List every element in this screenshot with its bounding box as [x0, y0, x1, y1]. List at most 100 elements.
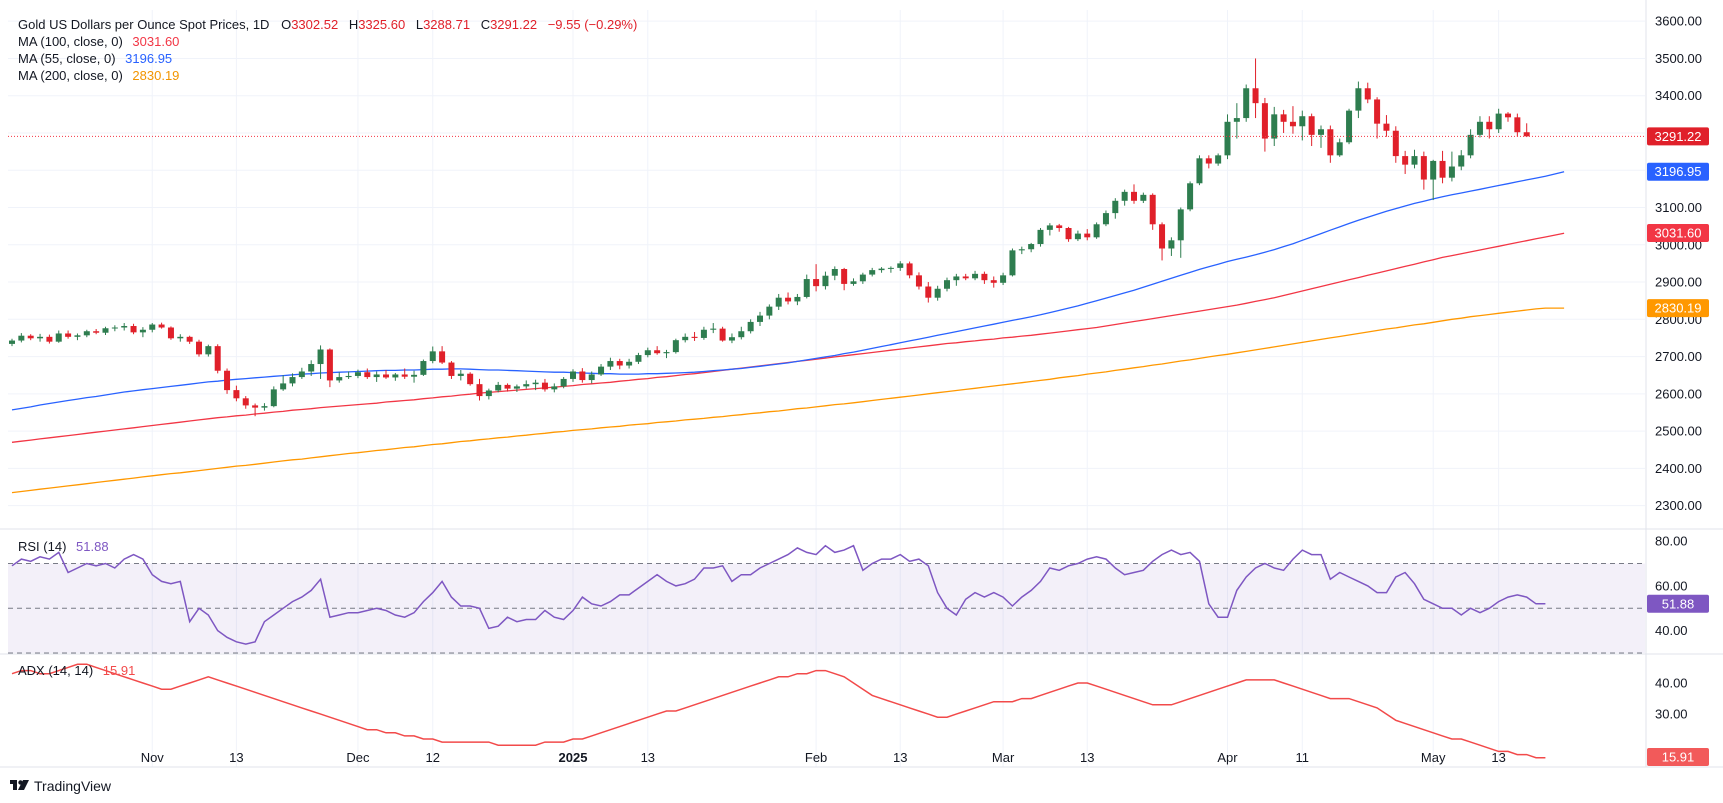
ma55-legend-value: 3196.95: [125, 51, 172, 66]
candle-body: [1028, 244, 1035, 250]
candle-down: [906, 261, 913, 279]
candle-up: [887, 266, 894, 273]
candle-down: [813, 264, 820, 292]
price-tick-label: 2700.00: [1655, 349, 1702, 364]
candle-up: [1243, 84, 1250, 122]
candle-body: [1336, 142, 1343, 156]
candle-up: [1495, 108, 1502, 133]
candle-up: [317, 345, 324, 379]
tradingview-logo[interactable]: TradingView: [10, 778, 112, 794]
ma200-legend[interactable]: MA (200, close, 0) 2830.19: [18, 68, 179, 83]
close-value: 3291.22: [490, 17, 537, 32]
candle-body: [1402, 156, 1409, 165]
chart-grid: [8, 10, 1645, 767]
candle-body: [158, 324, 165, 328]
candle-down: [1308, 113, 1315, 147]
candle-up: [663, 349, 670, 359]
candle-body: [944, 280, 950, 289]
change-value: −9.55 (−0.29%): [548, 17, 638, 32]
candle-up: [280, 375, 287, 391]
candle-body: [1009, 250, 1016, 276]
candle-body: [915, 275, 922, 287]
candle-body: [224, 370, 231, 391]
candle-up: [420, 359, 427, 376]
time-tick-label: Feb: [805, 750, 827, 765]
candle-body: [1243, 88, 1250, 119]
price-tick-label: 3500.00: [1655, 51, 1702, 66]
candle-body: [981, 273, 988, 281]
time-axis[interactable]: Nov 13 Dec 12 2025 13 Feb 13 Mar 13 Apr 11 May 13: [141, 750, 1506, 765]
rsi-legend[interactable]: RSI (14) 51.88: [18, 539, 109, 554]
candle-up: [1299, 110, 1306, 141]
candle-down: [541, 378, 548, 392]
candle-up: [523, 380, 530, 389]
candle-body: [1346, 110, 1353, 143]
candle-body: [869, 270, 876, 275]
ma55-line: [11, 171, 1565, 411]
candle-body: [1177, 209, 1184, 241]
candle-down: [1065, 226, 1072, 242]
candle-body: [429, 351, 436, 362]
candle-up: [682, 333, 689, 343]
time-tick-label: Dec: [346, 750, 370, 765]
high-value: 3325.60: [358, 17, 405, 32]
candle-down: [504, 383, 511, 392]
candle-body: [373, 374, 380, 378]
ma55-legend[interactable]: MA (55, close, 0) 3196.95: [18, 51, 172, 66]
candle-down: [326, 348, 333, 388]
candle-body: [130, 326, 137, 333]
candle-up: [831, 266, 838, 281]
candle-body: [504, 384, 511, 389]
candle-up: [289, 373, 296, 387]
candle-up: [1336, 138, 1343, 157]
candle-down: [1420, 151, 1427, 190]
adx-legend-value: 15.91: [103, 663, 136, 678]
time-tick-label: May: [1421, 750, 1446, 765]
low-label: L: [416, 17, 423, 32]
candle-body: [1056, 225, 1063, 229]
candle-up: [457, 369, 464, 381]
adx-legend[interactable]: ADX (14, 14) 15.91: [18, 663, 135, 678]
pane-borders: [0, 0, 1723, 768]
rsi-badge-box: [1647, 594, 1709, 613]
candle-down: [224, 368, 231, 394]
candle-body: [1420, 156, 1427, 180]
candle-body: [1505, 113, 1511, 118]
candle-body: [1318, 129, 1324, 135]
candle-body: [644, 350, 651, 356]
candle-body: [925, 286, 932, 298]
candle-down: [785, 292, 792, 305]
candle-body: [83, 331, 90, 336]
candle-body: [439, 351, 446, 363]
candle-body: [1289, 121, 1296, 127]
candle-body: [728, 337, 735, 341]
price-tick-label: 3100.00: [1655, 200, 1702, 215]
candle-down: [439, 346, 446, 365]
time-tick-label: 13: [1080, 750, 1094, 765]
ma100-legend[interactable]: MA (100, close, 0) 3031.60: [18, 34, 179, 49]
candle-body: [719, 328, 726, 341]
candle-body: [1065, 228, 1072, 240]
candle-body: [747, 321, 754, 332]
candle-up: [1018, 246, 1025, 255]
ma55-badge-text: 3196.95: [1655, 164, 1702, 179]
ma55-badge-box: [1647, 162, 1709, 181]
candlestick-series[interactable]: [9, 58, 1530, 417]
candle-body: [167, 327, 174, 339]
candle-up: [261, 403, 268, 411]
open-value: 3302.52: [291, 17, 338, 32]
candle-up: [1102, 210, 1109, 227]
candle-body: [859, 274, 866, 282]
candle-down: [1374, 97, 1381, 139]
rsi-tick-label: 40.00: [1655, 623, 1688, 638]
svg-text:Gold US Dollars per Ounce Spot: Gold US Dollars per Ounce Spot Prices, 1…: [18, 17, 637, 32]
candle-body: [897, 263, 904, 268]
candle-up: [55, 330, 62, 343]
candle-body: [570, 371, 576, 379]
time-tick-label: Mar: [992, 750, 1015, 765]
price-axis[interactable]: 3600.003500.003400.003300.003200.003100.…: [1655, 14, 1702, 513]
candle-up: [1318, 125, 1324, 148]
header-legend[interactable]: Gold US Dollars per Ounce Spot Prices, 1…: [18, 17, 637, 678]
candle-up: [1074, 230, 1081, 242]
